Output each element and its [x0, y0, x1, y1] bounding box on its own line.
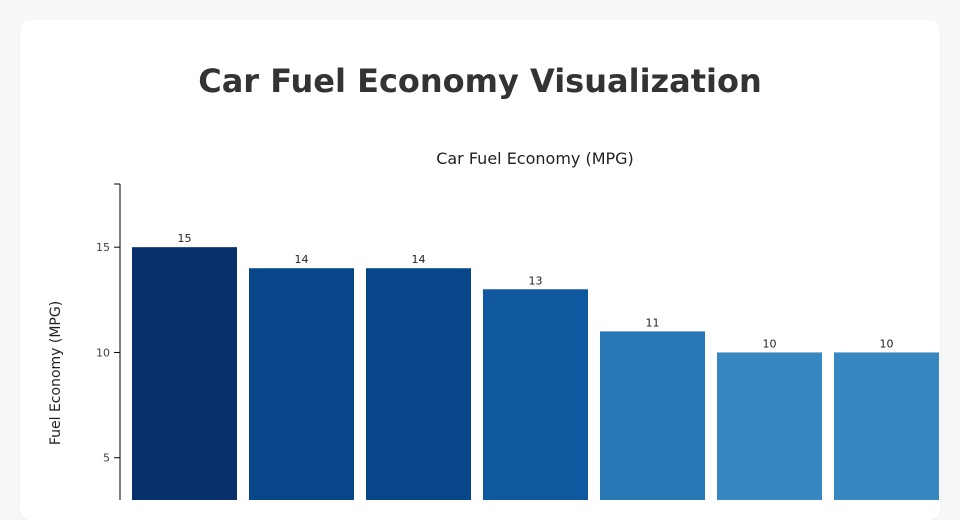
bar-value-label: 15: [178, 232, 192, 245]
bar[interactable]: [483, 289, 588, 500]
bar-chart: Car Fuel Economy (MPG) Fuel Economy (MPG…: [48, 149, 939, 500]
y-tick-label: 15: [96, 241, 110, 254]
bar-value-label: 10: [763, 337, 777, 350]
bar[interactable]: [600, 331, 705, 500]
bar-value-label: 14: [295, 253, 309, 266]
bars: 15 14 14 13 11 10 10: [132, 232, 939, 500]
bar[interactable]: [717, 352, 822, 500]
bar[interactable]: [249, 268, 354, 500]
y-axis-label: Fuel Economy (MPG): [48, 301, 64, 445]
bar-value-label: 13: [529, 274, 543, 287]
y-tick-label: 5: [103, 452, 110, 465]
y-tick-label: 10: [96, 346, 110, 359]
bar-value-label: 11: [646, 316, 660, 329]
chart-title: Car Fuel Economy (MPG): [436, 149, 634, 168]
bar-value-label: 14: [412, 253, 426, 266]
bar[interactable]: [366, 268, 471, 500]
page-title: Car Fuel Economy Visualization: [198, 62, 762, 100]
bar[interactable]: [834, 352, 939, 500]
bar-value-label: 10: [880, 337, 894, 350]
bar[interactable]: [132, 247, 237, 500]
y-axis: 5 10 15: [96, 183, 121, 500]
